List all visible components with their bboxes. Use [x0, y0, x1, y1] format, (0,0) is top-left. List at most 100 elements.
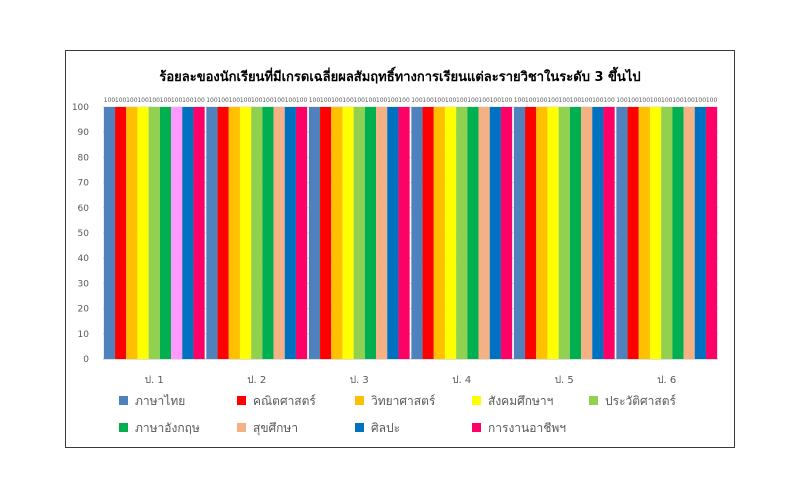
data-label: 100 — [240, 97, 252, 104]
chart-frame: ร้อยละของนักเรียนที่มีเกรดเฉลี่ยผลสัมฤทธ… — [65, 50, 735, 448]
bar — [284, 107, 296, 359]
bar — [478, 107, 490, 359]
y-tick-label: 70 — [78, 179, 90, 189]
bar — [398, 107, 410, 359]
data-label: 100 — [570, 97, 582, 104]
legend-swatch — [589, 396, 598, 405]
legend-item: การงานอาชีพฯ — [472, 421, 566, 435]
x-category-label: ป. 3 — [350, 375, 369, 386]
data-label: 100 — [126, 97, 138, 104]
data-label: 100 — [387, 97, 399, 104]
bar — [295, 107, 308, 359]
data-label: 100 — [559, 97, 571, 104]
data-label: 100 — [434, 97, 446, 104]
bar-chart: ร้อยละของนักเรียนที่มีเกรดเฉลี่ยผลสัมฤทธ… — [72, 66, 718, 436]
data-label: 100 — [262, 97, 274, 104]
legend-swatch — [472, 423, 481, 432]
bar — [273, 107, 285, 359]
data-label: 100 — [229, 97, 241, 104]
legend-label: วิทยาศาสตร์ — [371, 394, 436, 408]
legend-item: ภาษาไทย — [119, 394, 185, 408]
bar — [320, 107, 332, 359]
bar — [649, 107, 662, 359]
legend-item: ประวัติศาสตร์ — [589, 394, 677, 408]
data-label: 100 — [309, 97, 321, 104]
data-label: 100 — [320, 97, 332, 104]
data-label: 100 — [285, 97, 297, 104]
bar — [148, 107, 160, 359]
bar — [456, 107, 468, 359]
bar — [558, 107, 570, 359]
legend-swatch — [119, 396, 128, 405]
y-tick-label: 100 — [72, 103, 89, 113]
data-label: 100 — [672, 97, 684, 104]
bar — [489, 107, 501, 359]
legend-item: ภาษาอังกฤษ — [119, 421, 200, 435]
bar — [500, 107, 513, 359]
legend-label: ศิลปะ — [371, 421, 400, 435]
bar — [603, 107, 615, 359]
data-label: 100 — [206, 97, 218, 104]
data-label: 100 — [273, 97, 285, 104]
data-label: 100 — [650, 97, 662, 104]
data-label: 100 — [376, 97, 388, 104]
data-label: 100 — [478, 97, 490, 104]
data-label: 100 — [661, 97, 673, 104]
bar — [683, 107, 695, 359]
bar — [239, 107, 252, 359]
y-tick-label: 0 — [83, 355, 89, 365]
bar — [331, 107, 343, 359]
bar — [569, 107, 582, 359]
legend-swatch — [237, 396, 246, 405]
bar — [547, 107, 559, 359]
data-label: 100 — [193, 97, 205, 104]
data-label: 100 — [251, 97, 263, 104]
legend-item: สังคมศึกษาฯ — [472, 394, 553, 408]
bar — [422, 107, 434, 359]
bars — [103, 107, 718, 359]
data-label: 100 — [296, 97, 308, 104]
bar — [308, 107, 321, 359]
data-label: 100 — [501, 97, 513, 104]
data-label: 100 — [354, 97, 366, 104]
data-label: 100 — [456, 97, 468, 104]
bar — [467, 107, 479, 359]
data-label: 100 — [422, 97, 434, 104]
legend-item: วิทยาศาสตร์ — [355, 394, 436, 408]
data-label: 100 — [411, 97, 423, 104]
data-label: 100 — [490, 97, 502, 104]
bar — [581, 107, 593, 359]
bar — [364, 107, 377, 359]
legend-item: สุขศึกษา — [237, 421, 298, 436]
legend-swatch — [237, 423, 246, 432]
data-label: 100 — [398, 97, 410, 104]
bar — [616, 107, 628, 359]
legend-label: คณิตศาสตร์ — [253, 394, 316, 408]
x-category-label: ป. 6 — [657, 375, 676, 386]
bar — [137, 107, 149, 359]
data-label: 100 — [365, 97, 377, 104]
y-tick-label: 50 — [78, 229, 90, 239]
y-tick-label: 90 — [78, 128, 90, 138]
data-labels: 100 100 100 100 100 100 100 100 100 100 100 100 100 1… — [104, 97, 718, 104]
data-label: 100 — [695, 97, 707, 104]
y-tick-label: 10 — [78, 330, 90, 340]
data-label: 100 — [536, 97, 548, 104]
legend-label: ประวัติศาสตร์ — [605, 394, 677, 408]
legend-swatch — [355, 396, 364, 405]
bar — [193, 107, 205, 359]
bar — [115, 107, 127, 359]
bar — [592, 107, 604, 359]
data-label: 100 — [104, 97, 116, 104]
data-label: 100 — [547, 97, 559, 104]
bar — [627, 107, 639, 359]
x-category-label: ป. 1 — [145, 375, 164, 386]
data-label: 100 — [525, 97, 537, 104]
data-label: 100 — [217, 97, 229, 104]
bar — [433, 107, 445, 359]
data-label: 100 — [342, 97, 354, 104]
x-category-label: ป. 4 — [452, 375, 471, 386]
data-label: 100 — [581, 97, 593, 104]
data-label: 100 — [514, 97, 526, 104]
bar — [103, 107, 116, 359]
